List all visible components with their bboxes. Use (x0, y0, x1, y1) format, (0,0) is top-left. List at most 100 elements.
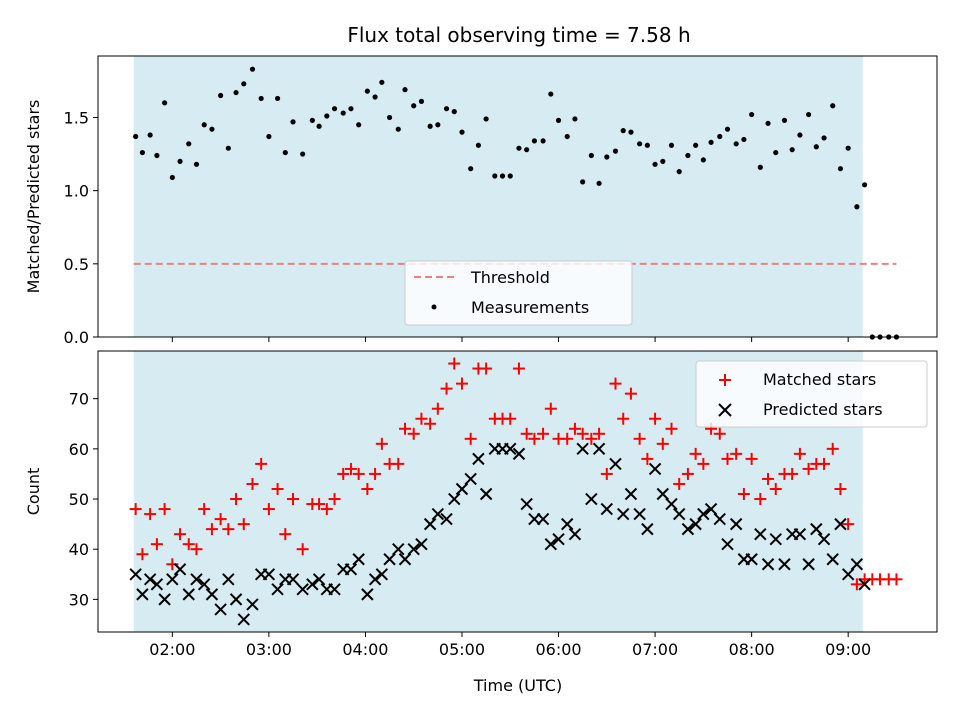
predicted-star-point (190, 573, 203, 586)
measurement-point (274, 95, 281, 102)
predicted-star-point (681, 522, 695, 536)
predicted-star-point (352, 553, 365, 566)
measurement-point (492, 173, 498, 179)
measurement-point (660, 158, 666, 164)
y-tick-label: 40 (69, 540, 89, 559)
measurement-point (588, 152, 594, 159)
legend-matched-label: Matched stars (763, 370, 876, 389)
bottom-legend-box (695, 360, 928, 428)
y-tick-label: 60 (69, 440, 89, 459)
measurement-point (821, 135, 827, 141)
bottom-legend: Matched stars Predicted stars (695, 360, 928, 428)
legend-predicted-swatch (718, 403, 732, 417)
predicted-star-point (129, 568, 142, 581)
matched-stars-points (129, 357, 903, 591)
matched-star-point (561, 432, 574, 445)
measurement-point (290, 119, 296, 125)
measurement-point (193, 161, 200, 167)
predicted-star-point (237, 613, 250, 626)
measurement-point (300, 151, 306, 157)
matched-star-point (480, 362, 493, 375)
predicted-star-point (552, 532, 565, 546)
measurement-points (133, 66, 900, 340)
measurement-point (459, 129, 465, 135)
measurement-point (331, 106, 338, 112)
predicted-star-point (834, 517, 847, 531)
matched-star-point (544, 402, 557, 415)
measurement-point (218, 92, 224, 99)
x-tick-label: 04:00 (342, 640, 388, 659)
matched-star-point (352, 467, 365, 480)
measurement-point (861, 182, 868, 188)
matched-star-point (296, 543, 309, 556)
predicted-star-point (576, 442, 589, 456)
measurement-point (133, 133, 139, 140)
predicted-star-point (472, 452, 485, 466)
predicted-star-point (296, 583, 309, 596)
matched-star-point (158, 503, 171, 516)
measurement-point (324, 113, 330, 119)
measurement-point (435, 122, 441, 128)
measurement-point (564, 133, 570, 140)
measurement-point (837, 166, 844, 172)
measurement-point (475, 142, 481, 148)
matched-star-point (424, 417, 437, 430)
matched-star-point (287, 493, 300, 506)
matched-star-point (392, 457, 405, 470)
measurement-point (348, 106, 354, 112)
x-axis-label: Time (UTC) (473, 676, 562, 695)
matched-star-point (222, 523, 235, 536)
matched-star-point (361, 482, 374, 495)
matched-star-point (754, 493, 767, 506)
matched-star-point (174, 528, 187, 541)
measurement-point (209, 126, 215, 132)
measurement-point (733, 141, 739, 147)
predicted-star-point (633, 507, 646, 521)
measurement-point (741, 136, 747, 143)
measurement-point (340, 110, 346, 116)
predicted-star-point (504, 442, 517, 456)
matched-star-point (313, 498, 326, 511)
matched-star-point (537, 427, 550, 440)
measurement-point (604, 154, 610, 160)
legend-threshold-label: Threshold (470, 268, 550, 287)
matched-star-point (144, 508, 157, 521)
y-tick-label: 50 (69, 490, 89, 509)
measurement-point (830, 103, 836, 109)
matched-star-point (375, 437, 388, 450)
measurement-point (717, 133, 723, 140)
measurement-point (147, 132, 153, 138)
measurement-point (443, 106, 450, 112)
matched-star-point (834, 482, 847, 495)
predicted-star-point (600, 502, 614, 516)
measurement-point (356, 122, 362, 128)
matched-star-point (673, 477, 686, 490)
measurement-point (379, 79, 385, 85)
predicted-star-point (464, 472, 477, 486)
measurement-point (418, 98, 425, 104)
predicted-star-point (721, 537, 734, 551)
measurement-point (708, 139, 714, 145)
measurement-point (749, 111, 755, 118)
matched-star-point (641, 452, 654, 465)
predicted-star-point (306, 578, 319, 591)
measurement-point (507, 173, 513, 179)
matched-star-point (665, 422, 678, 435)
measurement-point (411, 103, 417, 109)
predicted-star-point (858, 578, 871, 591)
top-y-axis-label: Matched/Predicted stars (24, 100, 43, 294)
matched-star-point (237, 518, 250, 531)
measurement-point (789, 147, 795, 153)
matched-star-point (649, 412, 662, 425)
predicted-star-point (344, 563, 358, 576)
measurement-point (773, 149, 779, 156)
predicted-star-point (166, 573, 179, 586)
matched-star-point (344, 462, 357, 475)
matched-star-point (407, 427, 420, 440)
matched-star-point (431, 402, 444, 415)
predicted-star-point (455, 482, 469, 496)
predicted-stars-points (129, 442, 871, 626)
matched-star-point (369, 467, 382, 480)
x-tick-label: 02:00 (149, 640, 195, 659)
matched-star-point (593, 427, 606, 440)
